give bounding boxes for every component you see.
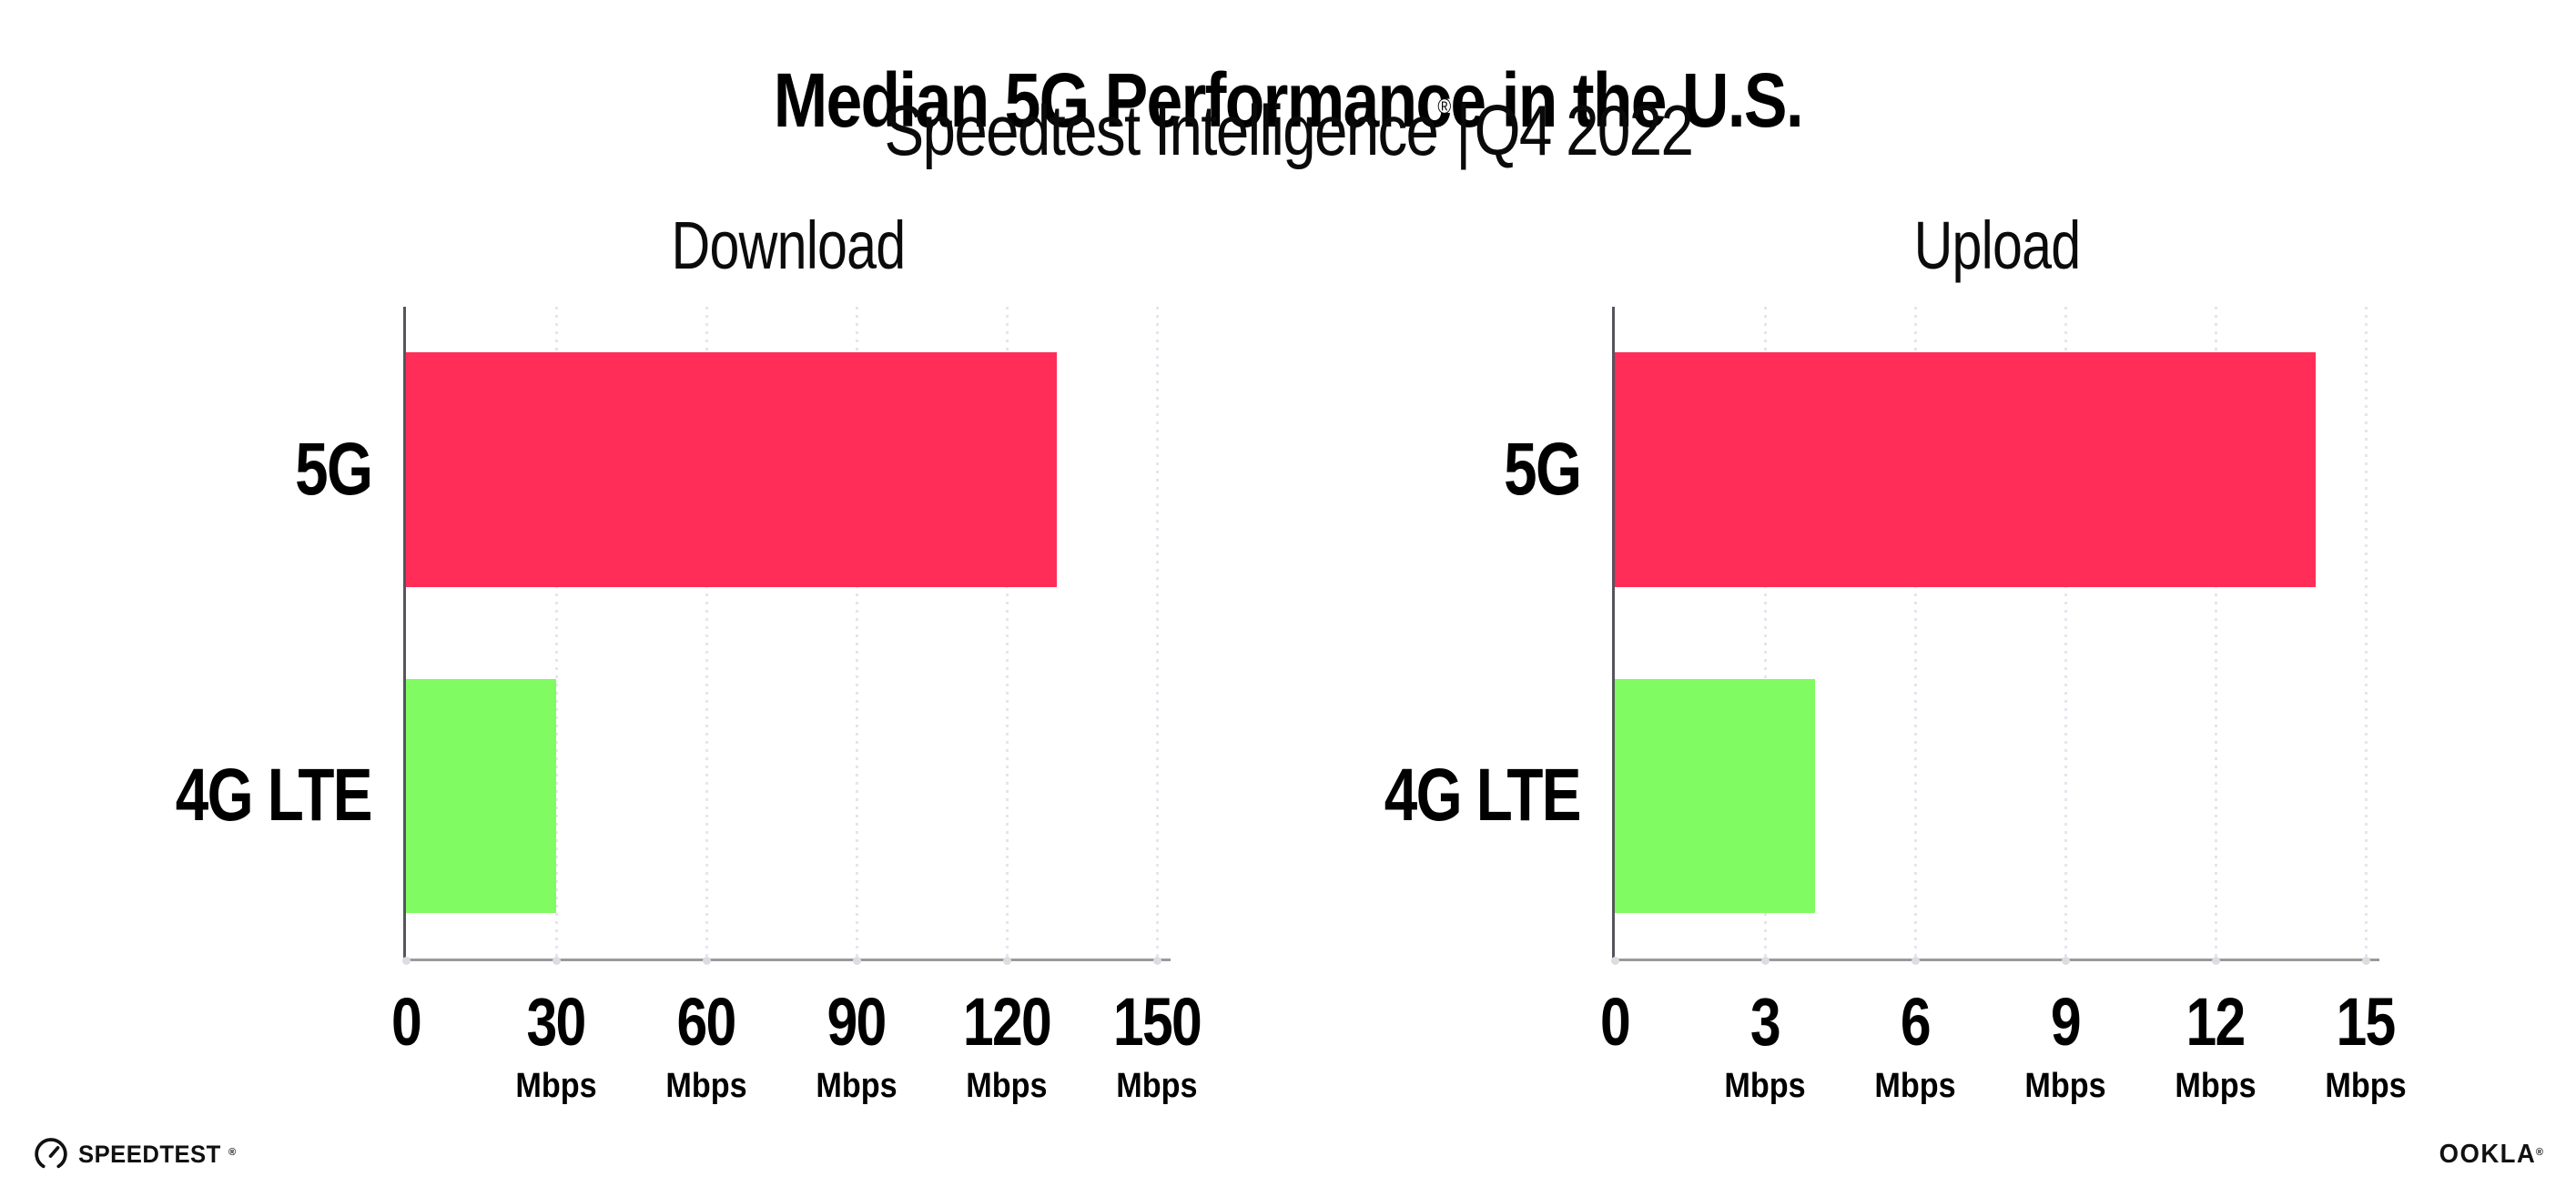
footer: SPEEDTEST ® OOKLA ® [33,1133,2543,1175]
x-tick-6: 6 Mbps [1874,984,1956,1105]
x-tick-0: 0 [1599,984,1631,1060]
page-subtitle: Speedtest Intelligence®|Q4 2022 [0,95,2576,166]
gridline-60 [705,307,708,959]
registered-mark-icon: ® [1436,95,1451,119]
gridline-9 [2064,307,2067,959]
download-chart-title: Download [671,208,907,283]
x-tick-90: 90 Mbps [816,984,898,1105]
category-label-5g: 5G [1503,428,1582,511]
gridline-30 [555,307,558,959]
x-tick-0: 0 [390,984,422,1060]
subtitle-separator: | [1455,90,1471,170]
x-tick-12: 12 Mbps [2175,984,2257,1105]
gridline-120 [1006,307,1009,959]
tick-mark-dot [2362,957,2370,965]
upload-chart: Upload 5G 4G LTE 0 3 Mbps 6 Mbps 9 Mbps 12 M… [1384,208,2407,1103]
gridline-3 [1764,307,1767,959]
x-tick-9: 9 Mbps [2024,984,2106,1105]
ookla-logo: OOKLA ® [2434,1140,2543,1170]
gridline-12 [2215,307,2217,959]
tick-mark-dot [1611,957,1619,965]
x-tick-3: 3 Mbps [1724,984,1806,1105]
ookla-registered-mark-icon: ® [2535,1147,2543,1158]
speedtest-registered-mark-icon: ® [228,1147,237,1158]
x-tick-30: 30 Mbps [515,984,597,1105]
gridline-90 [856,307,858,959]
bar-4g-lte-upload [1615,679,1815,913]
page-title: Median 5G Performance in the U.S. [0,62,2576,138]
subtitle-brand: Speedtest Intelligence [884,90,1438,170]
tick-mark-dot [853,957,861,965]
tick-mark-dot [1912,957,1920,965]
download-chart: Download 5G 4G LTE 0 30 Mbps 60 Mbps 90 Mbp… [176,208,1202,1103]
bar-5g-download [406,352,1057,587]
subtitle-period: Q4 2022 [1474,90,1693,170]
page-subtitle-text: Speedtest Intelligence®|Q4 2022 [884,95,1693,166]
tick-mark-dot [402,957,411,965]
category-label-4g-lte: 4G LTE [175,754,373,837]
gridline-15 [2365,307,2368,959]
tick-mark-dot [703,957,711,965]
speedtest-wordmark: SPEEDTEST [78,1140,221,1168]
ookla-wordmark: OOKLA [2439,1139,2536,1169]
x-tick-120: 120 Mbps [962,984,1052,1105]
gridline-150 [1156,307,1159,959]
page-title-text: Median 5G Performance in the U.S. [773,57,1804,144]
x-tick-60: 60 Mbps [665,984,747,1105]
tick-mark-dot [553,957,561,965]
upload-chart-title: Upload [1913,208,2082,283]
category-label-5g: 5G [294,428,373,511]
tick-mark-dot [1153,957,1161,965]
gridline-6 [1914,307,1917,959]
bar-5g-upload [1615,352,2316,587]
tick-mark-dot [1761,957,1770,965]
speedtest-logo: SPEEDTEST ® [33,1136,236,1172]
download-x-axis: 0 30 Mbps 60 Mbps 90 Mbps 120 Mbps 150 Mbps [391,984,1202,1143]
tick-mark-dot [2212,957,2220,965]
category-label-4g-lte: 4G LTE [1384,754,1582,837]
tick-mark-dot [1003,957,1011,965]
x-tick-150: 150 Mbps [1112,984,1202,1105]
bar-4g-lte-download [406,679,556,913]
x-tick-15: 15 Mbps [2325,984,2407,1105]
upload-x-axis: 0 3 Mbps 6 Mbps 9 Mbps 12 Mbps 15 Mbps [1600,984,2407,1143]
tick-mark-dot [2062,957,2070,965]
speedtest-gauge-icon [35,1138,67,1169]
